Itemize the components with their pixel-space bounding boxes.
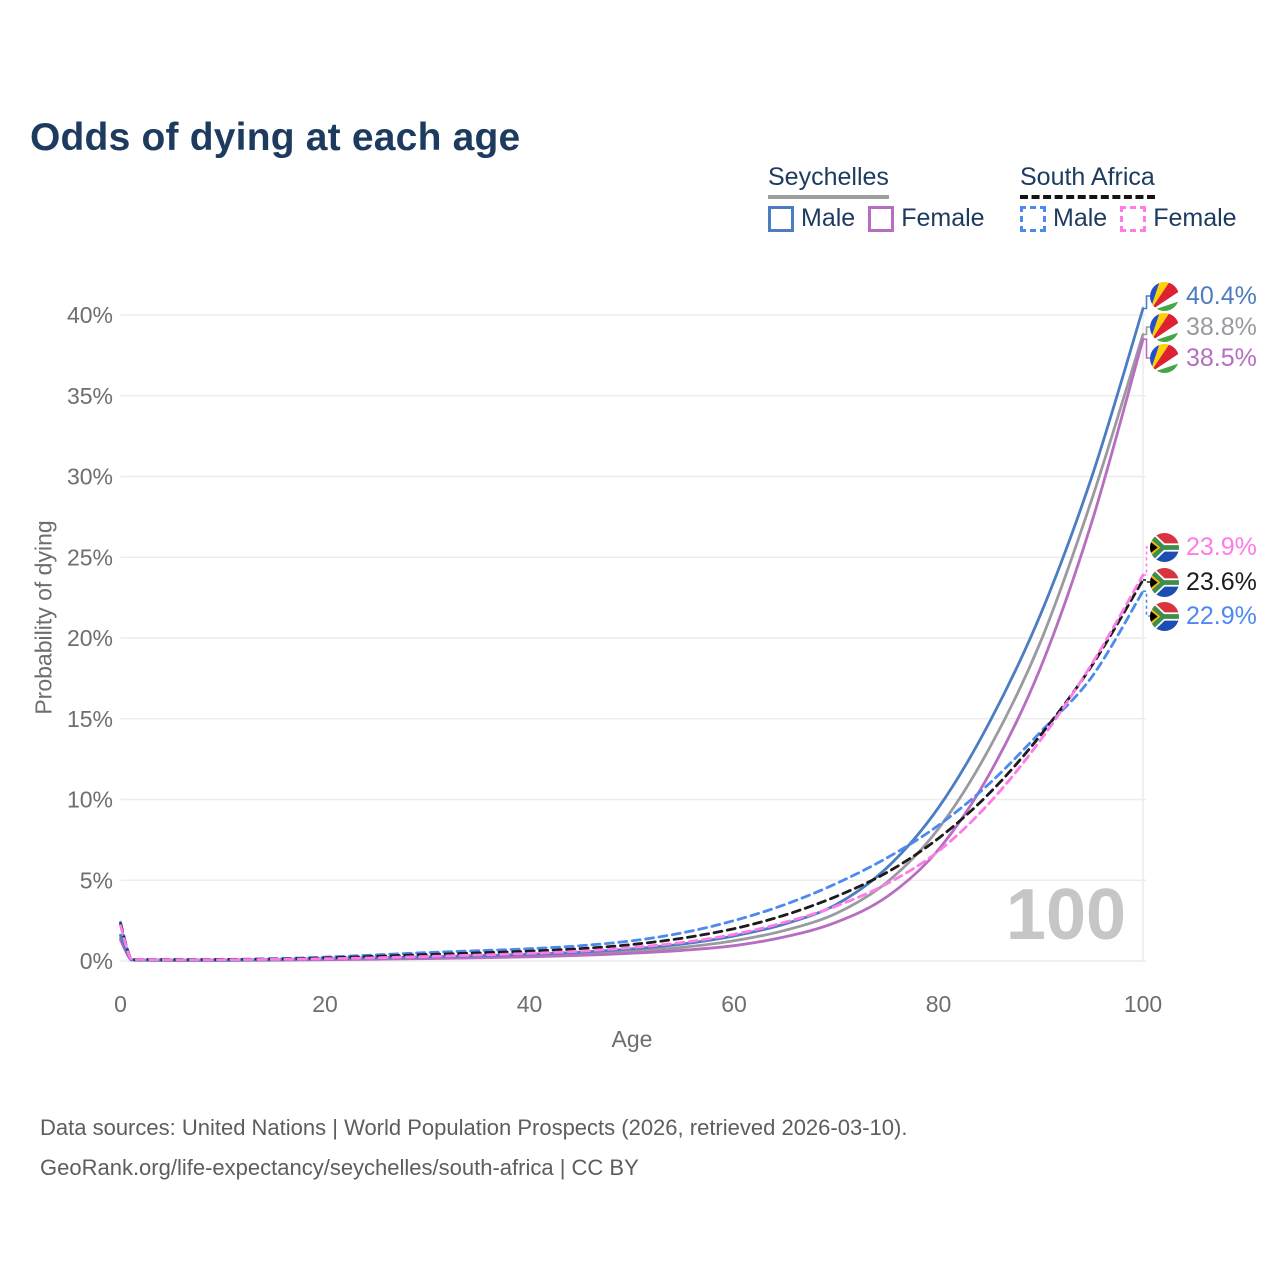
- y-tick-label-25: 25%: [67, 544, 113, 570]
- end-value: 40.4%: [1186, 281, 1257, 310]
- series-line-south-africa-both-sexes: [119, 578, 1145, 962]
- x-tick-label-80: 80: [926, 991, 952, 1017]
- seychelles-flag-icon: [1150, 344, 1179, 373]
- x-tick-label-60: 60: [721, 991, 747, 1017]
- x-tick-label-40: 40: [517, 991, 543, 1017]
- page-title: Odds of dying at each age: [30, 116, 521, 160]
- y-axis-title: Probability of dying: [30, 520, 57, 715]
- attribution-line: GeoRank.org/life-expectancy/seychelles/s…: [40, 1155, 639, 1180]
- south-africa-male-swatch-icon: [1020, 205, 1046, 232]
- end-label-seychelles-both-sexes: 38.8%: [1150, 312, 1257, 342]
- y-tick-label-0: 0%: [80, 948, 113, 974]
- label-connector-seychelles-male: [1143, 295, 1151, 310]
- end-label-south-africa-male: 22.9%: [1150, 601, 1257, 631]
- label-connector-south-africa-both-sexes: [1143, 579, 1151, 583]
- south-africa-female-swatch-icon: [1120, 205, 1147, 232]
- x-tick-label-0: 0: [114, 991, 127, 1017]
- legend-group-seychelles: Seychelles Male Female: [768, 163, 985, 232]
- end-value: 38.8%: [1186, 312, 1257, 341]
- legend-item-south-africa-male[interactable]: Male: [1020, 204, 1107, 233]
- seychelles-flag-icon: [1150, 313, 1179, 342]
- label-connector-south-africa-male: [1143, 590, 1151, 617]
- end-label-seychelles-male: 40.4%: [1150, 281, 1257, 311]
- series-line-south-africa-female: [119, 573, 1145, 962]
- y-tick-label-20: 20%: [67, 625, 113, 651]
- south-africa-flag-icon: [1150, 568, 1179, 597]
- x-tick-label-100: 100: [1124, 991, 1162, 1017]
- footer: Data sources: United Nations | World Pop…: [40, 1108, 907, 1188]
- line-chart: 0% 5% 10% 15% 20% 25% 30% 35% 40% 0 20 40 60 80 100: [67, 295, 1162, 1017]
- label-connector-south-africa-female: [1143, 546, 1151, 576]
- series-line-seychelles-female: [119, 337, 1145, 962]
- series-line-south-africa-male: [119, 589, 1145, 962]
- series-line-seychelles-male: [119, 307, 1145, 962]
- legend-item-south-africa-female[interactable]: Female: [1120, 204, 1237, 233]
- seychelles-female-swatch-icon: [868, 205, 895, 232]
- legend-item-seychelles-female[interactable]: Female: [868, 204, 985, 233]
- legend-item-seychelles-male[interactable]: Male: [768, 204, 855, 233]
- end-label-south-africa-both-sexes: 23.6%: [1150, 567, 1257, 597]
- legend-header-south-africa[interactable]: South Africa: [1020, 163, 1155, 199]
- age-cursor-watermark: 100: [1005, 875, 1127, 955]
- legend-group-south-africa: South Africa Male Female: [1020, 163, 1237, 232]
- south-africa-flag-icon: [1150, 533, 1179, 562]
- legend-header-seychelles[interactable]: Seychelles: [768, 163, 889, 199]
- end-value: 38.5%: [1186, 343, 1257, 372]
- seychelles-male-swatch-icon: [768, 205, 794, 232]
- end-value: 22.9%: [1186, 601, 1257, 630]
- label-connector-seychelles-both-sexes: [1143, 326, 1151, 336]
- y-tick-label-5: 5%: [80, 867, 113, 893]
- end-label-south-africa-female: 23.9%: [1150, 532, 1257, 562]
- end-value: 23.6%: [1186, 567, 1257, 596]
- y-tick-label-40: 40%: [67, 302, 113, 328]
- end-label-seychelles-female: 38.5%: [1150, 343, 1257, 373]
- x-axis-title: Age: [611, 1026, 653, 1052]
- seychelles-flag-icon: [1150, 282, 1179, 311]
- y-tick-label-30: 30%: [67, 464, 113, 490]
- south-africa-flag-icon: [1150, 602, 1179, 631]
- x-tick-label-20: 20: [312, 991, 338, 1017]
- y-tick-label-35: 35%: [67, 383, 113, 409]
- data-sources-line: Data sources: United Nations | World Pop…: [40, 1115, 908, 1140]
- y-tick-label-15: 15%: [67, 706, 113, 732]
- label-connector-seychelles-female: [1143, 338, 1151, 359]
- series-line-seychelles-both-sexes: [119, 333, 1145, 962]
- y-tick-label-10: 10%: [67, 787, 113, 813]
- end-value: 23.9%: [1186, 532, 1257, 561]
